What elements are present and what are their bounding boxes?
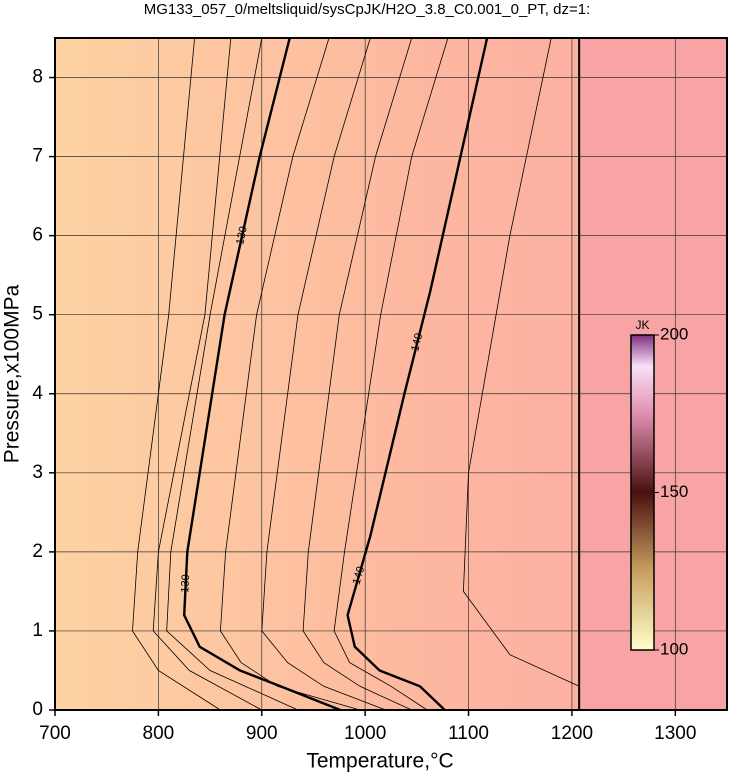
y-tick-label: 7 bbox=[32, 146, 43, 167]
contour bbox=[462, 37, 580, 687]
x-tick-label: 1000 bbox=[344, 723, 386, 744]
contour bbox=[302, 37, 413, 711]
y-tick-label: 6 bbox=[32, 225, 43, 246]
x-tick-label: 800 bbox=[143, 723, 175, 744]
y-tick-label: 0 bbox=[32, 699, 43, 720]
contour bbox=[333, 37, 449, 711]
colorbar-tick-label: 200 bbox=[660, 324, 688, 343]
contour-label: 130 bbox=[179, 574, 192, 593]
y-tick-label: 1 bbox=[32, 620, 43, 641]
colorbar-label: JK bbox=[635, 318, 649, 332]
y-tick-label: 2 bbox=[32, 541, 43, 562]
major-contour bbox=[182, 37, 341, 712]
x-tick-label: 1100 bbox=[448, 723, 489, 744]
x-axis-label: Temperature,°C bbox=[306, 750, 453, 773]
x-tick-label: 1300 bbox=[654, 723, 696, 744]
contour-label: 140 bbox=[409, 332, 425, 353]
colorbar-tick-label: 150 bbox=[660, 482, 688, 501]
y-axis-label: Pressure,x100MPa bbox=[1, 284, 24, 463]
contour-label: 130 bbox=[234, 225, 250, 246]
y-tick-label: 4 bbox=[32, 383, 43, 404]
contour bbox=[152, 37, 262, 711]
x-tick-label: 900 bbox=[246, 723, 278, 744]
x-tick-label: 1200 bbox=[551, 723, 593, 744]
contour bbox=[166, 37, 299, 711]
contour-label: 140 bbox=[351, 565, 368, 586]
contour bbox=[219, 37, 361, 711]
colorbar bbox=[630, 334, 655, 651]
contour bbox=[132, 37, 221, 711]
chart-title: MG133_057_0/meltsliquid/sysCpJK/H2O_3.8_… bbox=[144, 1, 591, 18]
y-tick-label: 5 bbox=[32, 304, 43, 325]
y-tick-label: 3 bbox=[32, 462, 43, 483]
major-contour bbox=[346, 37, 489, 711]
x-tick-label: 700 bbox=[39, 723, 71, 744]
contour bbox=[261, 37, 386, 711]
y-tick-label: 8 bbox=[32, 67, 43, 88]
plot-frame bbox=[54, 37, 728, 711]
colorbar-tick-label: 100 bbox=[660, 639, 688, 658]
